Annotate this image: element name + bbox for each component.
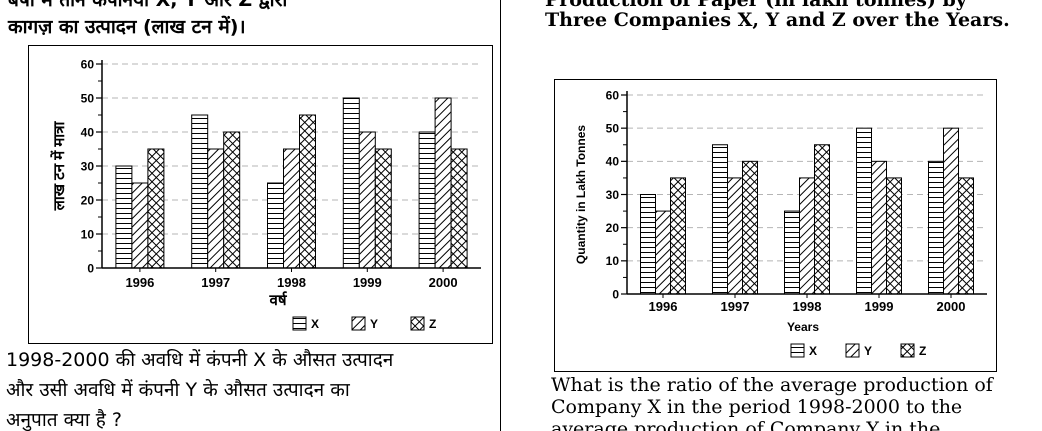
x-tick-label: 1998 xyxy=(277,275,306,290)
x-tick-label: 1999 xyxy=(865,299,894,314)
hindi-question-line-3: अनुपात क्या है ? xyxy=(6,409,123,431)
y-tick-label: 0 xyxy=(612,287,619,301)
legend-swatch-x xyxy=(790,343,805,358)
hindi-bar-chart: 0 10 20 30 40 50 60 1996 1997 1998 1999 2000 वर्ष लाख… xyxy=(50,57,481,331)
x-axis-label: वर्ष xyxy=(268,291,287,309)
y-tick-label: 60 xyxy=(81,57,95,71)
y-axis-label: लाख टन में मात्रा xyxy=(50,121,68,212)
hindi-heading-line-1: बर्षा में तीन कंपनियों X, Y और Z द्वारा xyxy=(8,0,288,11)
y-tick-label: 30 xyxy=(606,188,620,202)
legend-label-z: Z xyxy=(919,344,926,358)
y-tick-label: 40 xyxy=(606,155,620,169)
x-tick-label: 1996 xyxy=(125,275,154,290)
y-tick-label: 50 xyxy=(81,91,95,105)
legend-label-x: X xyxy=(311,317,319,331)
bar-y-2000 xyxy=(434,97,452,269)
legend-swatch-y xyxy=(351,316,366,331)
bar-z-1998 xyxy=(299,114,316,269)
legend-swatch-x xyxy=(292,316,307,331)
bar-y-1999 xyxy=(358,131,376,269)
english-chart-frame: 0 10 20 30 40 50 60 1996 1997 1998 1999 2000 Years Qu… xyxy=(554,79,997,372)
y-tick-label: 10 xyxy=(606,254,620,268)
bar-x-1997 xyxy=(191,114,209,269)
legend-swatch-z xyxy=(410,316,425,331)
legend-swatch-y xyxy=(845,343,860,358)
hindi-question-line-2: और उसी अवधि में कंपनी Y के औसत उत्पादन क… xyxy=(6,379,350,401)
bar-x-1996 xyxy=(115,165,133,269)
x-tick-label: 1998 xyxy=(793,299,822,314)
legend-label-y: Y xyxy=(370,317,378,331)
x-tick-label: 1999 xyxy=(353,275,382,290)
y-tick-label: 0 xyxy=(87,261,94,275)
english-question-line-3: average production of Company Y in the xyxy=(551,418,941,431)
bar-z-2000 xyxy=(450,148,468,269)
x-axis-label: Years xyxy=(787,320,819,334)
bar-z-1999 xyxy=(374,148,392,269)
hindi-heading-line-2: कागज़ का उत्पादन (लाख टन में)। xyxy=(8,16,246,38)
bar-y-1997 xyxy=(207,148,225,269)
y-tick-label: 10 xyxy=(81,227,95,241)
bar-y-1997 xyxy=(727,177,743,295)
column-divider xyxy=(500,0,501,431)
english-panel: Production of Paper (in lakh tonnes) by … xyxy=(505,0,1042,431)
bar-y-1999 xyxy=(871,160,887,295)
x-tick-label: 2000 xyxy=(937,299,966,314)
legend-label-x: X xyxy=(809,344,817,358)
bar-z-1996 xyxy=(670,177,686,295)
y-tick-label: 60 xyxy=(606,88,620,102)
x-tick-label: 1997 xyxy=(201,275,230,290)
bar-x-1997 xyxy=(712,144,728,295)
x-tick-label: 1997 xyxy=(721,299,750,314)
hindi-panel: बर्षा में तीन कंपनियों X, Y और Z द्वारा … xyxy=(0,0,500,431)
bar-x-1999 xyxy=(342,97,360,269)
bar-x-1996 xyxy=(640,194,656,295)
x-tick-label: 2000 xyxy=(429,275,458,290)
legend-label-z: Z xyxy=(429,317,436,331)
bar-z-1998 xyxy=(814,144,830,295)
bar-y-2000 xyxy=(943,127,959,295)
bar-z-1997 xyxy=(223,131,241,269)
bar-x-2000 xyxy=(418,131,436,269)
bar-x-1998 xyxy=(267,182,284,269)
bar-y-1996 xyxy=(655,210,671,295)
bar-z-1996 xyxy=(147,148,165,269)
y-tick-label: 30 xyxy=(81,159,95,173)
bar-x-1999 xyxy=(856,127,872,295)
hindi-chart-frame: 0 10 20 30 40 50 60 1996 1997 1998 1999 2000 वर्ष लाख… xyxy=(28,45,493,344)
bar-z-1999 xyxy=(886,177,902,295)
english-question-line-1: What is the ratio of the average product… xyxy=(551,374,993,396)
bar-y-1998 xyxy=(283,148,300,269)
bar-x-2000 xyxy=(928,160,944,295)
english-bar-chart: 0 10 20 30 40 50 60 1996 1997 1998 1999 2000 Years Qu… xyxy=(574,88,987,358)
bar-y-1998 xyxy=(799,177,815,295)
bar-z-2000 xyxy=(958,177,974,295)
hindi-question-line-1: 1998-2000 की अवधि में कंपनी X के औसत उत्… xyxy=(6,349,394,371)
bar-x-1998 xyxy=(784,210,800,295)
bar-z-1997 xyxy=(742,160,758,295)
x-tick-label: 1996 xyxy=(649,299,678,314)
bar-y-1996 xyxy=(131,182,149,269)
legend-label-y: Y xyxy=(864,344,872,358)
y-tick-label: 40 xyxy=(81,125,95,139)
y-tick-label: 50 xyxy=(606,121,620,135)
english-heading-line-1: Production of Paper (in lakh tonnes) by xyxy=(545,0,967,11)
y-axis-label: Quantity in Lakh Tonnes xyxy=(574,125,588,264)
y-tick-label: 20 xyxy=(81,193,95,207)
legend-swatch-z xyxy=(900,343,915,358)
english-question-line-2: Company X in the period 1998-2000 to the xyxy=(551,396,963,418)
english-heading-line-2: Three Companies X, Y and Z over the Year… xyxy=(545,9,1010,31)
y-tick-label: 20 xyxy=(606,221,620,235)
